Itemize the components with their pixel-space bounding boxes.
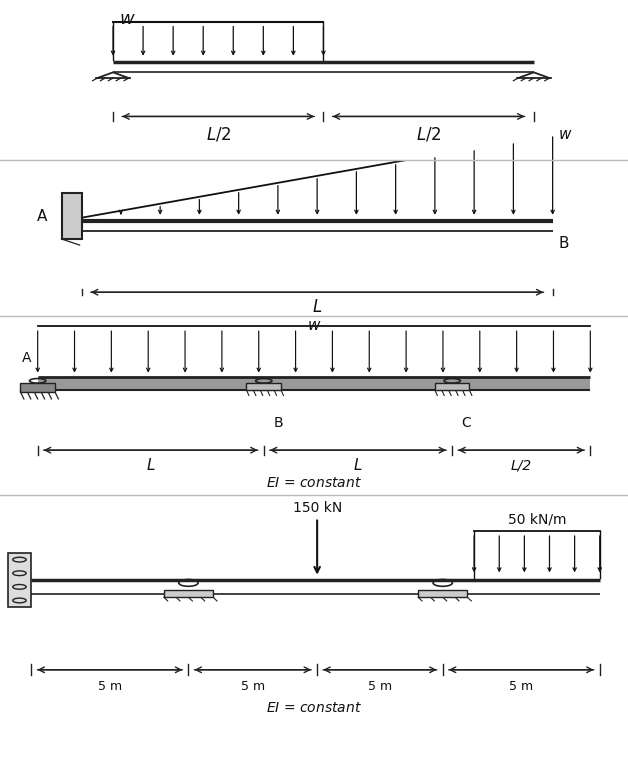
Text: 5 m: 5 m (509, 680, 533, 693)
Text: B: B (559, 236, 570, 251)
Text: B: B (273, 416, 283, 430)
Bar (435, 383, 470, 390)
Bar (38, 378, 590, 391)
Text: 5 m: 5 m (98, 680, 122, 693)
Text: 5 m: 5 m (368, 680, 392, 693)
Bar (164, 590, 213, 597)
Text: L: L (354, 458, 362, 473)
Text: $EI$ = constant: $EI$ = constant (266, 476, 362, 490)
Bar (8, 552, 31, 607)
Text: w: w (119, 10, 134, 28)
Bar (62, 193, 82, 239)
Text: L: L (313, 298, 322, 317)
Text: w: w (308, 317, 320, 332)
Text: L/2: L/2 (511, 458, 532, 472)
Text: 50 kN/m: 50 kN/m (507, 512, 566, 526)
Bar (20, 383, 55, 392)
Text: L: L (146, 458, 155, 473)
Text: w: w (559, 126, 571, 141)
Text: A: A (22, 351, 31, 365)
Text: $L/2$: $L/2$ (416, 126, 441, 144)
Text: C: C (462, 416, 472, 430)
Text: $L/2$: $L/2$ (205, 126, 231, 144)
Bar (418, 590, 467, 597)
Text: 150 kN: 150 kN (293, 502, 342, 516)
Text: 5 m: 5 m (241, 680, 265, 693)
Text: $EI$ = constant: $EI$ = constant (266, 701, 362, 715)
Text: A: A (36, 209, 47, 224)
Bar (246, 383, 281, 390)
